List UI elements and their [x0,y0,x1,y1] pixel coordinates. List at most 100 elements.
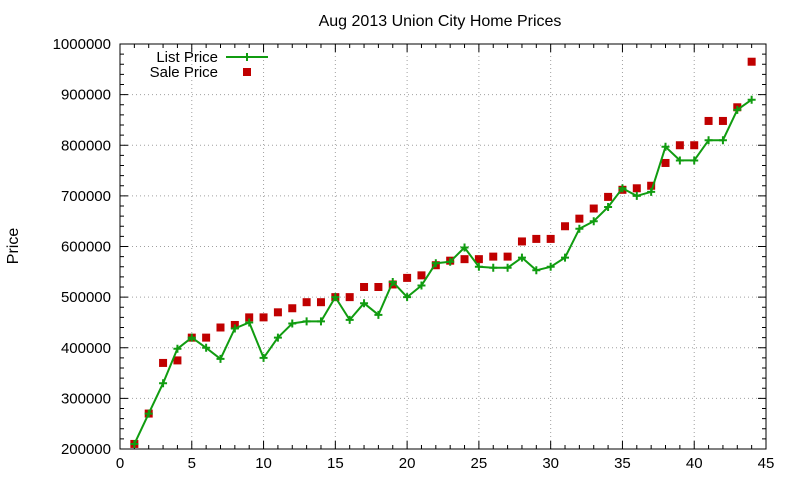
sale-price-point [704,116,713,125]
sale-price-point [216,323,225,332]
sale-price-point [360,283,369,291]
y-tick-label: 600000 [61,239,111,256]
list-price-point [604,203,613,212]
list-price-point [360,299,369,308]
y-tick-label: 500000 [61,289,111,306]
list-price-point [302,317,311,326]
y-tick-label: 800000 [61,137,111,154]
y-axis-label: Price [5,228,22,265]
sale-price-point [345,293,354,302]
list-price-point [187,333,196,342]
grid [120,44,766,449]
sale-price-point [245,313,254,322]
sale-price-point [718,116,727,125]
sale-price-point [489,252,498,261]
sale-price-point [647,181,656,190]
list-price-point [474,262,483,271]
sale-price-point [316,298,325,307]
axis-ticks: 0 5 10 15 20 25 30 35 40 45 200000 300000 400000 5000… [53,36,775,472]
sale-price-point [561,222,570,231]
list-price-point [159,379,168,388]
list-price-line [133,98,753,445]
list-price-point [489,263,498,272]
series-sale-price [130,57,756,448]
legend-label-list-price: List Price [156,49,218,66]
list-price-point [245,318,254,327]
x-tick-label: 10 [255,455,272,472]
list-price-point [503,263,512,272]
list-price-point [173,344,182,353]
x-tick-label: 30 [542,455,559,472]
series-layer [130,57,756,448]
x-tick-label: 40 [686,455,703,472]
sale-price-point [259,313,268,322]
sale-price-point [532,234,541,243]
series-list-price [130,95,756,448]
legend-marker-list-price [243,53,251,61]
chart-title: Aug 2013 Union City Home Prices [319,13,562,30]
list-price-point [130,439,139,448]
sale-price-point [546,234,555,243]
list-price-point [216,354,225,363]
list-price-point [704,136,713,145]
sale-price-point [159,358,168,367]
y-tick-label: 1000000 [53,36,111,53]
x-tick-label: 5 [188,455,196,472]
y-tick-label: 300000 [61,390,111,407]
sale-price-point [675,141,684,150]
list-price-point [403,293,412,302]
sale-price-point [173,356,182,365]
sale-price-point [417,271,426,280]
x-tick-label: 15 [327,455,344,472]
legend-label-sale-price: Sale Price [150,64,218,81]
list-price-point [417,281,426,290]
list-price-point [618,184,627,193]
y-tick-label: 400000 [61,340,111,357]
list-price-point [733,105,742,114]
x-tick-label: 25 [471,455,488,472]
list-price-point [532,266,541,275]
sale-price-point [517,237,526,246]
sale-price-point [474,255,483,264]
list-price-point [331,293,340,302]
list-price-point [517,253,526,262]
list-price-point [144,409,153,418]
list-price-point [661,142,670,151]
sale-price-point [302,298,311,307]
sale-price-point [632,184,641,193]
list-price-point [288,319,297,328]
x-tick-label: 0 [116,455,124,472]
legend-marker-sale-price [243,68,251,76]
sale-price-point [288,304,297,313]
list-price-point [575,224,584,233]
sale-price-point [747,57,756,66]
list-price-point [345,315,354,324]
x-tick-label: 45 [758,455,775,472]
list-price-point [690,156,699,165]
list-price-point [718,136,727,145]
y-tick-label: 700000 [61,188,111,205]
list-price-point [460,243,469,252]
list-price-point [388,277,397,286]
list-price-point [431,259,440,268]
sale-price-point [503,252,512,261]
sale-price-point [374,283,383,291]
list-price-point [632,191,641,200]
sale-price-point [690,141,699,150]
y-tick-label: 200000 [61,441,111,458]
list-price-point [316,317,325,326]
list-price-point [202,343,211,352]
list-price-point [647,187,656,196]
sale-price-point [589,204,598,213]
list-price-point [561,253,570,262]
list-price-point [259,353,268,362]
list-price-point [273,333,282,342]
list-price-point [675,156,684,165]
list-price-point [374,310,383,319]
y-tick-label: 900000 [61,87,111,104]
list-price-point [747,95,756,104]
sale-price-point [403,273,412,282]
list-price-point [446,257,455,266]
sale-price-point [202,333,211,342]
